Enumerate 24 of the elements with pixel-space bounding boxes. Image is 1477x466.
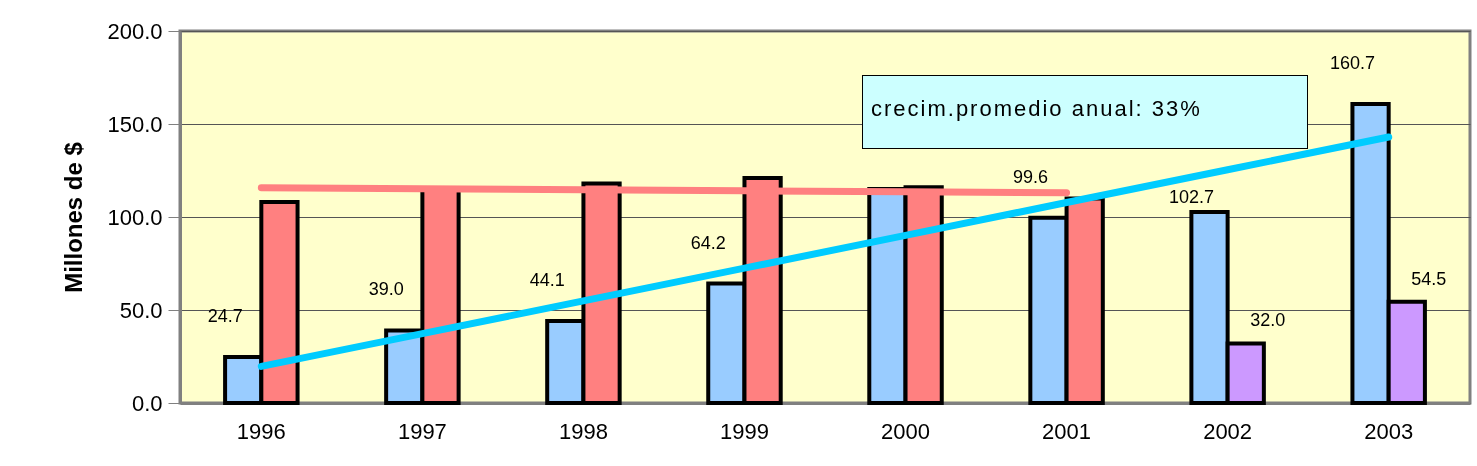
x-tick-label: 1997: [397, 418, 447, 444]
data-label: 102.7: [1168, 186, 1215, 207]
data-label: 99.6: [1012, 166, 1048, 187]
data-label: 32.0: [1250, 310, 1286, 331]
y-tick-label: 200.0: [107, 18, 163, 44]
data-label: 44.1: [529, 269, 565, 290]
y-tick-label: 150.0: [107, 111, 163, 137]
x-tick-label: 1998: [558, 418, 608, 444]
y-tick-label: 50.0: [119, 297, 163, 323]
text-box: crecim.promedio anual: 33%: [862, 75, 1308, 149]
y-axis-title: Millones de $: [60, 141, 88, 293]
x-tick-label: 2003: [1364, 418, 1414, 444]
data-label: 39.0: [368, 279, 404, 300]
data-label: 64.2: [690, 232, 726, 253]
x-tick-label: 2002: [1203, 418, 1253, 444]
x-tick-label: 2001: [1042, 418, 1092, 444]
y-tick-label: 100.0: [107, 204, 163, 230]
y-tick-label: 0.0: [131, 390, 163, 416]
x-tick-label: 1999: [720, 418, 769, 444]
data-label: 24.7: [207, 306, 243, 327]
x-tick-label: 1996: [236, 418, 286, 444]
data-label: 54.5: [1411, 268, 1447, 289]
data-label: 160.7: [1330, 53, 1376, 74]
x-tick-label: 2000: [881, 418, 930, 444]
